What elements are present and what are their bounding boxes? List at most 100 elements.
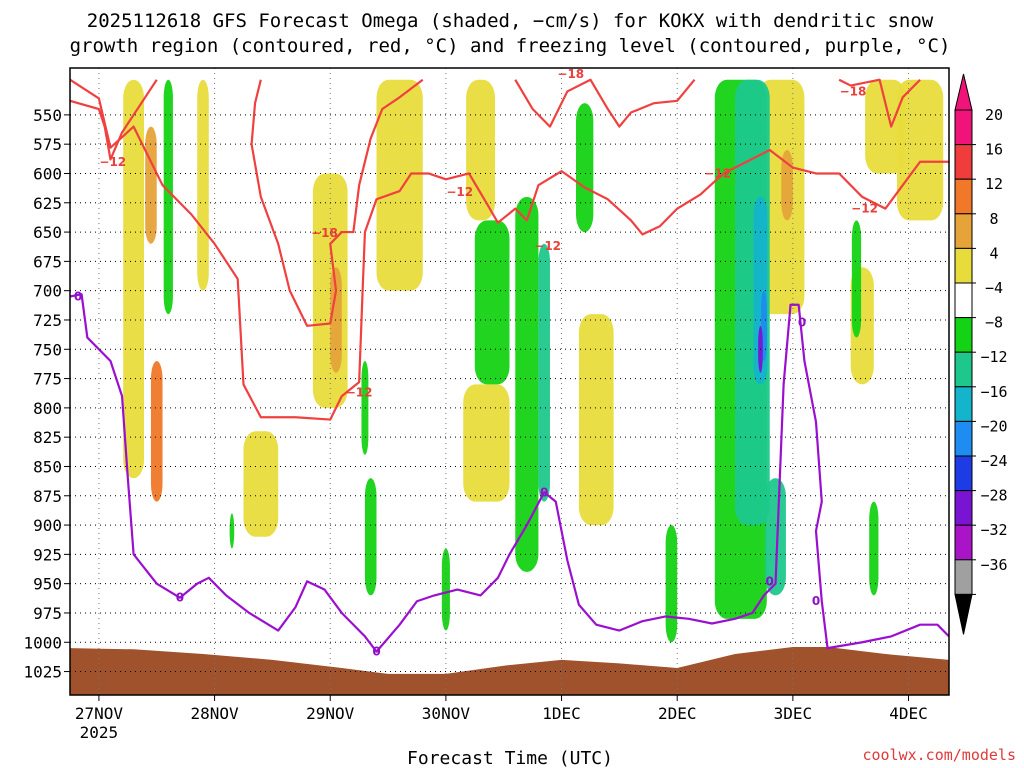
contour-labels: −12 −18 −12 −12 −12 −18 −12 −18 −12 0 0 0 0 0 0 0	[74, 67, 878, 659]
colorbar-bin	[954, 178, 973, 215]
omega-region	[578, 314, 614, 526]
colorbar-label: 8	[989, 210, 998, 228]
omega-region	[243, 431, 279, 537]
omega-region	[441, 548, 450, 631]
snow-growth-contour-minus12-upper	[70, 79, 158, 161]
freezing-contour-label: 0	[540, 485, 548, 499]
y-tick-label: 800	[33, 399, 62, 418]
omega-region	[364, 478, 377, 596]
snow-contour-label: −12	[346, 386, 373, 400]
colorbar-label: −36	[980, 556, 1007, 574]
omega-shading	[123, 79, 944, 643]
colorbar-bin	[954, 317, 973, 353]
freezing-level-contour	[70, 293, 949, 653]
contour-lines	[70, 78, 949, 653]
y-tick-label: 875	[33, 487, 62, 506]
colorbar-bin	[954, 247, 973, 284]
y-tick-label: 825	[33, 428, 62, 447]
omega-region	[896, 79, 944, 221]
snow-contour-label: −18	[311, 226, 338, 240]
colorbar-bin	[954, 524, 973, 561]
colorbar-label: −28	[980, 487, 1007, 505]
colorbar-bin	[954, 559, 973, 595]
omega-region	[197, 79, 209, 291]
x-tick-label: 30NOV	[422, 704, 471, 723]
snow-contour-label: −12	[99, 155, 126, 169]
y-tick-label: 775	[33, 370, 62, 389]
freezing-contour-label: 0	[74, 290, 82, 304]
x-year-label: 2025	[80, 723, 119, 742]
colorbar-label: −20	[980, 417, 1007, 435]
colorbar-bin	[954, 386, 973, 422]
colorbar-label: −24	[980, 452, 1007, 470]
y-tick-label: 975	[33, 604, 62, 623]
x-tick-label: 2DEC	[658, 704, 697, 723]
freezing-contour-label: 0	[812, 594, 820, 608]
x-axis-ticks: 27NOV 28NOV 29NOV 30NOV 1DEC 2DEC 3DEC 4DEC 2025	[75, 695, 928, 742]
freezing-contour-label: 0	[372, 645, 380, 659]
snow-growth-contour-minus12	[70, 78, 949, 421]
colorbar-bin	[954, 144, 973, 180]
chart-title-line-1: 2025112618 GFS Forecast Omega (shaded, −…	[87, 10, 934, 32]
y-tick-label: 950	[33, 575, 62, 594]
snow-contour-label: −18	[840, 84, 867, 98]
x-tick-label: 3DEC	[774, 704, 813, 723]
colorbar-label: 4	[989, 244, 998, 262]
colorbar-bin	[954, 213, 973, 249]
x-axis-title: Forecast Time (UTC)	[407, 748, 613, 768]
y-tick-label: 550	[33, 106, 62, 125]
y-tick-label: 700	[33, 282, 62, 301]
colorbar-label: −8	[985, 314, 1003, 332]
omega-region	[123, 79, 145, 479]
colorbar-label: −32	[980, 521, 1007, 539]
omega-region	[163, 79, 173, 315]
y-axis-ticks: 550 575 600 625 650 675 700 725 750 775 800 825 850 8…	[23, 106, 70, 682]
colorbar-bottom-arrow	[954, 593, 973, 635]
freezing-contour-label: 0	[766, 574, 774, 588]
colorbar-bin	[954, 109, 973, 146]
colorbar-bin	[954, 420, 973, 457]
snow-growth-contour-minus18-b	[514, 78, 696, 128]
snow-contour-label: −12	[851, 202, 878, 216]
omega-region	[869, 501, 879, 596]
y-tick-label: 850	[33, 457, 62, 476]
x-tick-label: 4DEC	[889, 704, 928, 723]
y-tick-label: 925	[33, 545, 62, 564]
credit-text: coolwx.com/models	[862, 746, 1016, 764]
colorbar-label: 12	[985, 175, 1003, 193]
y-tick-label: 900	[33, 516, 62, 535]
colorbar-label: −4	[985, 279, 1003, 297]
colorbar-top-arrow	[954, 73, 973, 111]
y-tick-label: 1025	[23, 663, 62, 682]
omega-region	[576, 103, 594, 233]
terrain-area	[70, 646, 949, 695]
snow-growth-contour-minus18	[250, 78, 424, 327]
x-tick-label: 28NOV	[190, 704, 239, 723]
colorbar-label: −12	[980, 348, 1007, 366]
omega-region	[515, 196, 539, 572]
snow-contour-label: −18	[557, 67, 584, 81]
omega-region	[538, 243, 550, 502]
y-tick-label: 575	[33, 135, 62, 154]
colorbar-bin	[954, 455, 973, 492]
y-tick-label: 600	[33, 164, 62, 183]
y-tick-label: 750	[33, 340, 62, 359]
omega-region	[463, 384, 510, 502]
omega-region	[376, 79, 423, 291]
y-tick-label: 725	[33, 311, 62, 330]
terrain-fill	[70, 646, 949, 695]
omega-region	[330, 267, 342, 373]
omega-region	[851, 220, 862, 338]
omega-region	[781, 150, 793, 221]
colorbar-bin	[954, 490, 973, 526]
colorbar-label: −16	[980, 383, 1007, 401]
freezing-contour-label: 0	[798, 315, 806, 329]
freezing-contour-label: 0	[176, 591, 184, 605]
x-tick-label: 27NOV	[75, 704, 124, 723]
x-tick-label: 29NOV	[306, 704, 355, 723]
colorbar-bin	[954, 351, 973, 388]
x-tick-label: 1DEC	[542, 704, 581, 723]
chart-title-line-2: growth region (contoured, red, °C) and f…	[70, 35, 951, 57]
snow-contour-label: −12	[534, 239, 561, 253]
